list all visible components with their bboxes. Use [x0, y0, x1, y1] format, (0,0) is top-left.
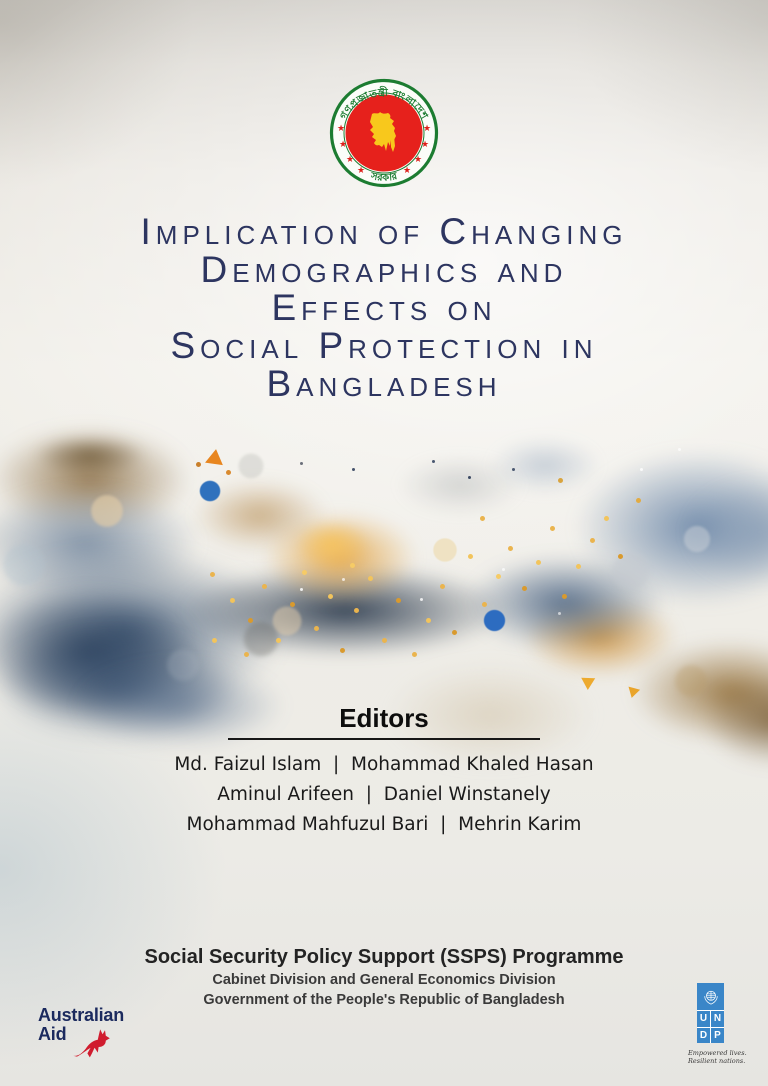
svg-text:★: ★: [339, 139, 347, 149]
svg-text:★: ★: [346, 154, 354, 164]
svg-text:★: ★: [403, 165, 411, 175]
splash-bokeh-circle: [160, 642, 206, 688]
splash-blue-circle: [196, 477, 224, 505]
splash-bokeh-circle: [236, 614, 286, 664]
australian-aid-line1: Australian: [38, 1005, 125, 1025]
undp-letter: U: [697, 1011, 710, 1027]
un-emblem-icon: [697, 983, 724, 1010]
splash-bokeh-circle: [678, 520, 716, 558]
svg-text:★: ★: [423, 123, 431, 133]
splash-blob: [282, 512, 382, 577]
title-line: Demographics and: [200, 249, 568, 290]
splash-blob: [470, 428, 620, 503]
undp-letter: N: [711, 1011, 724, 1027]
svg-text:★: ★: [414, 154, 422, 164]
editor-names-line: Md. Faizul Islam | Mohammad Khaled Hasan: [174, 754, 594, 775]
australian-aid-line2: Aid: [38, 1024, 67, 1044]
splash-triangle-orange: [205, 447, 225, 466]
splash-bokeh-circle: [84, 488, 130, 534]
svg-text:★: ★: [357, 165, 365, 175]
bangladesh-map-tail: [391, 135, 395, 152]
editor-names-line: Mohammad Mahfuzul Bari | Mehrin Karim: [186, 814, 582, 835]
emblem-stars: ★★★★ ★★★★: [337, 123, 431, 175]
undp-letter: P: [711, 1027, 724, 1043]
undp-logo-box: U N D P: [697, 983, 724, 1043]
undp-tagline-line2: Resilient nations.: [688, 1057, 746, 1065]
undp-tagline-line1: Empowered lives.: [688, 1049, 747, 1057]
title-line: Bangladesh: [266, 363, 502, 404]
splash-blob: [375, 445, 545, 525]
bangladesh-government-emblem: গণপ্রজাতন্ত্রী বাংলাদেশ সরকার ★★★★ ★★★★: [329, 78, 439, 188]
title-line: Implication of Changing: [140, 211, 628, 252]
svg-text:★: ★: [421, 139, 429, 149]
editors-section: Editors Md. Faizul Islam | Mohammad Khal…: [0, 702, 768, 840]
splash-bokeh-circle: [668, 658, 714, 704]
undp-letter: D: [697, 1027, 710, 1043]
programme-section: Social Security Policy Support (SSPS) Pr…: [0, 944, 768, 1010]
title-line: Effects on: [271, 287, 497, 328]
australian-aid-logo: Australian Aid: [38, 1006, 124, 1059]
svg-text:সরকার: সরকার: [369, 171, 399, 184]
editors-heading: Editors: [339, 703, 429, 733]
splash-cream-circle: [429, 534, 461, 566]
splash-bokeh-circle: [0, 535, 54, 595]
bangladesh-map-shape: [370, 112, 396, 151]
splash-blob: [350, 645, 630, 785]
splash-bokeh-circle: [604, 544, 658, 598]
splash-blob: [40, 648, 320, 763]
splash-bokeh-circle: [233, 448, 269, 484]
programme-government: Government of the People's Republic of B…: [203, 992, 565, 1008]
svg-text:★: ★: [337, 123, 345, 133]
splash-triangle-gold: [580, 677, 596, 691]
undp-tagline: Empowered lives. Resilient nations.: [688, 1049, 758, 1065]
cover-title: Implication of Changing Demographics and…: [0, 213, 768, 403]
emblem-bottom-text: সরকার: [369, 171, 399, 184]
editor-names-line: Aminul Arifeen | Daniel Winstanely: [217, 784, 551, 805]
splash-blue-circle: [480, 606, 509, 635]
editors-underline: [228, 738, 540, 740]
programme-title: Social Security Policy Support (SSPS) Pr…: [144, 946, 624, 968]
splash-misc-speckles: [0, 0, 3, 3]
splash-bokeh-circle: [266, 600, 308, 642]
kangaroo-icon: [73, 1029, 111, 1058]
title-line: Social Protection in: [170, 325, 598, 366]
programme-division: Cabinet Division and General Economics D…: [212, 972, 556, 988]
